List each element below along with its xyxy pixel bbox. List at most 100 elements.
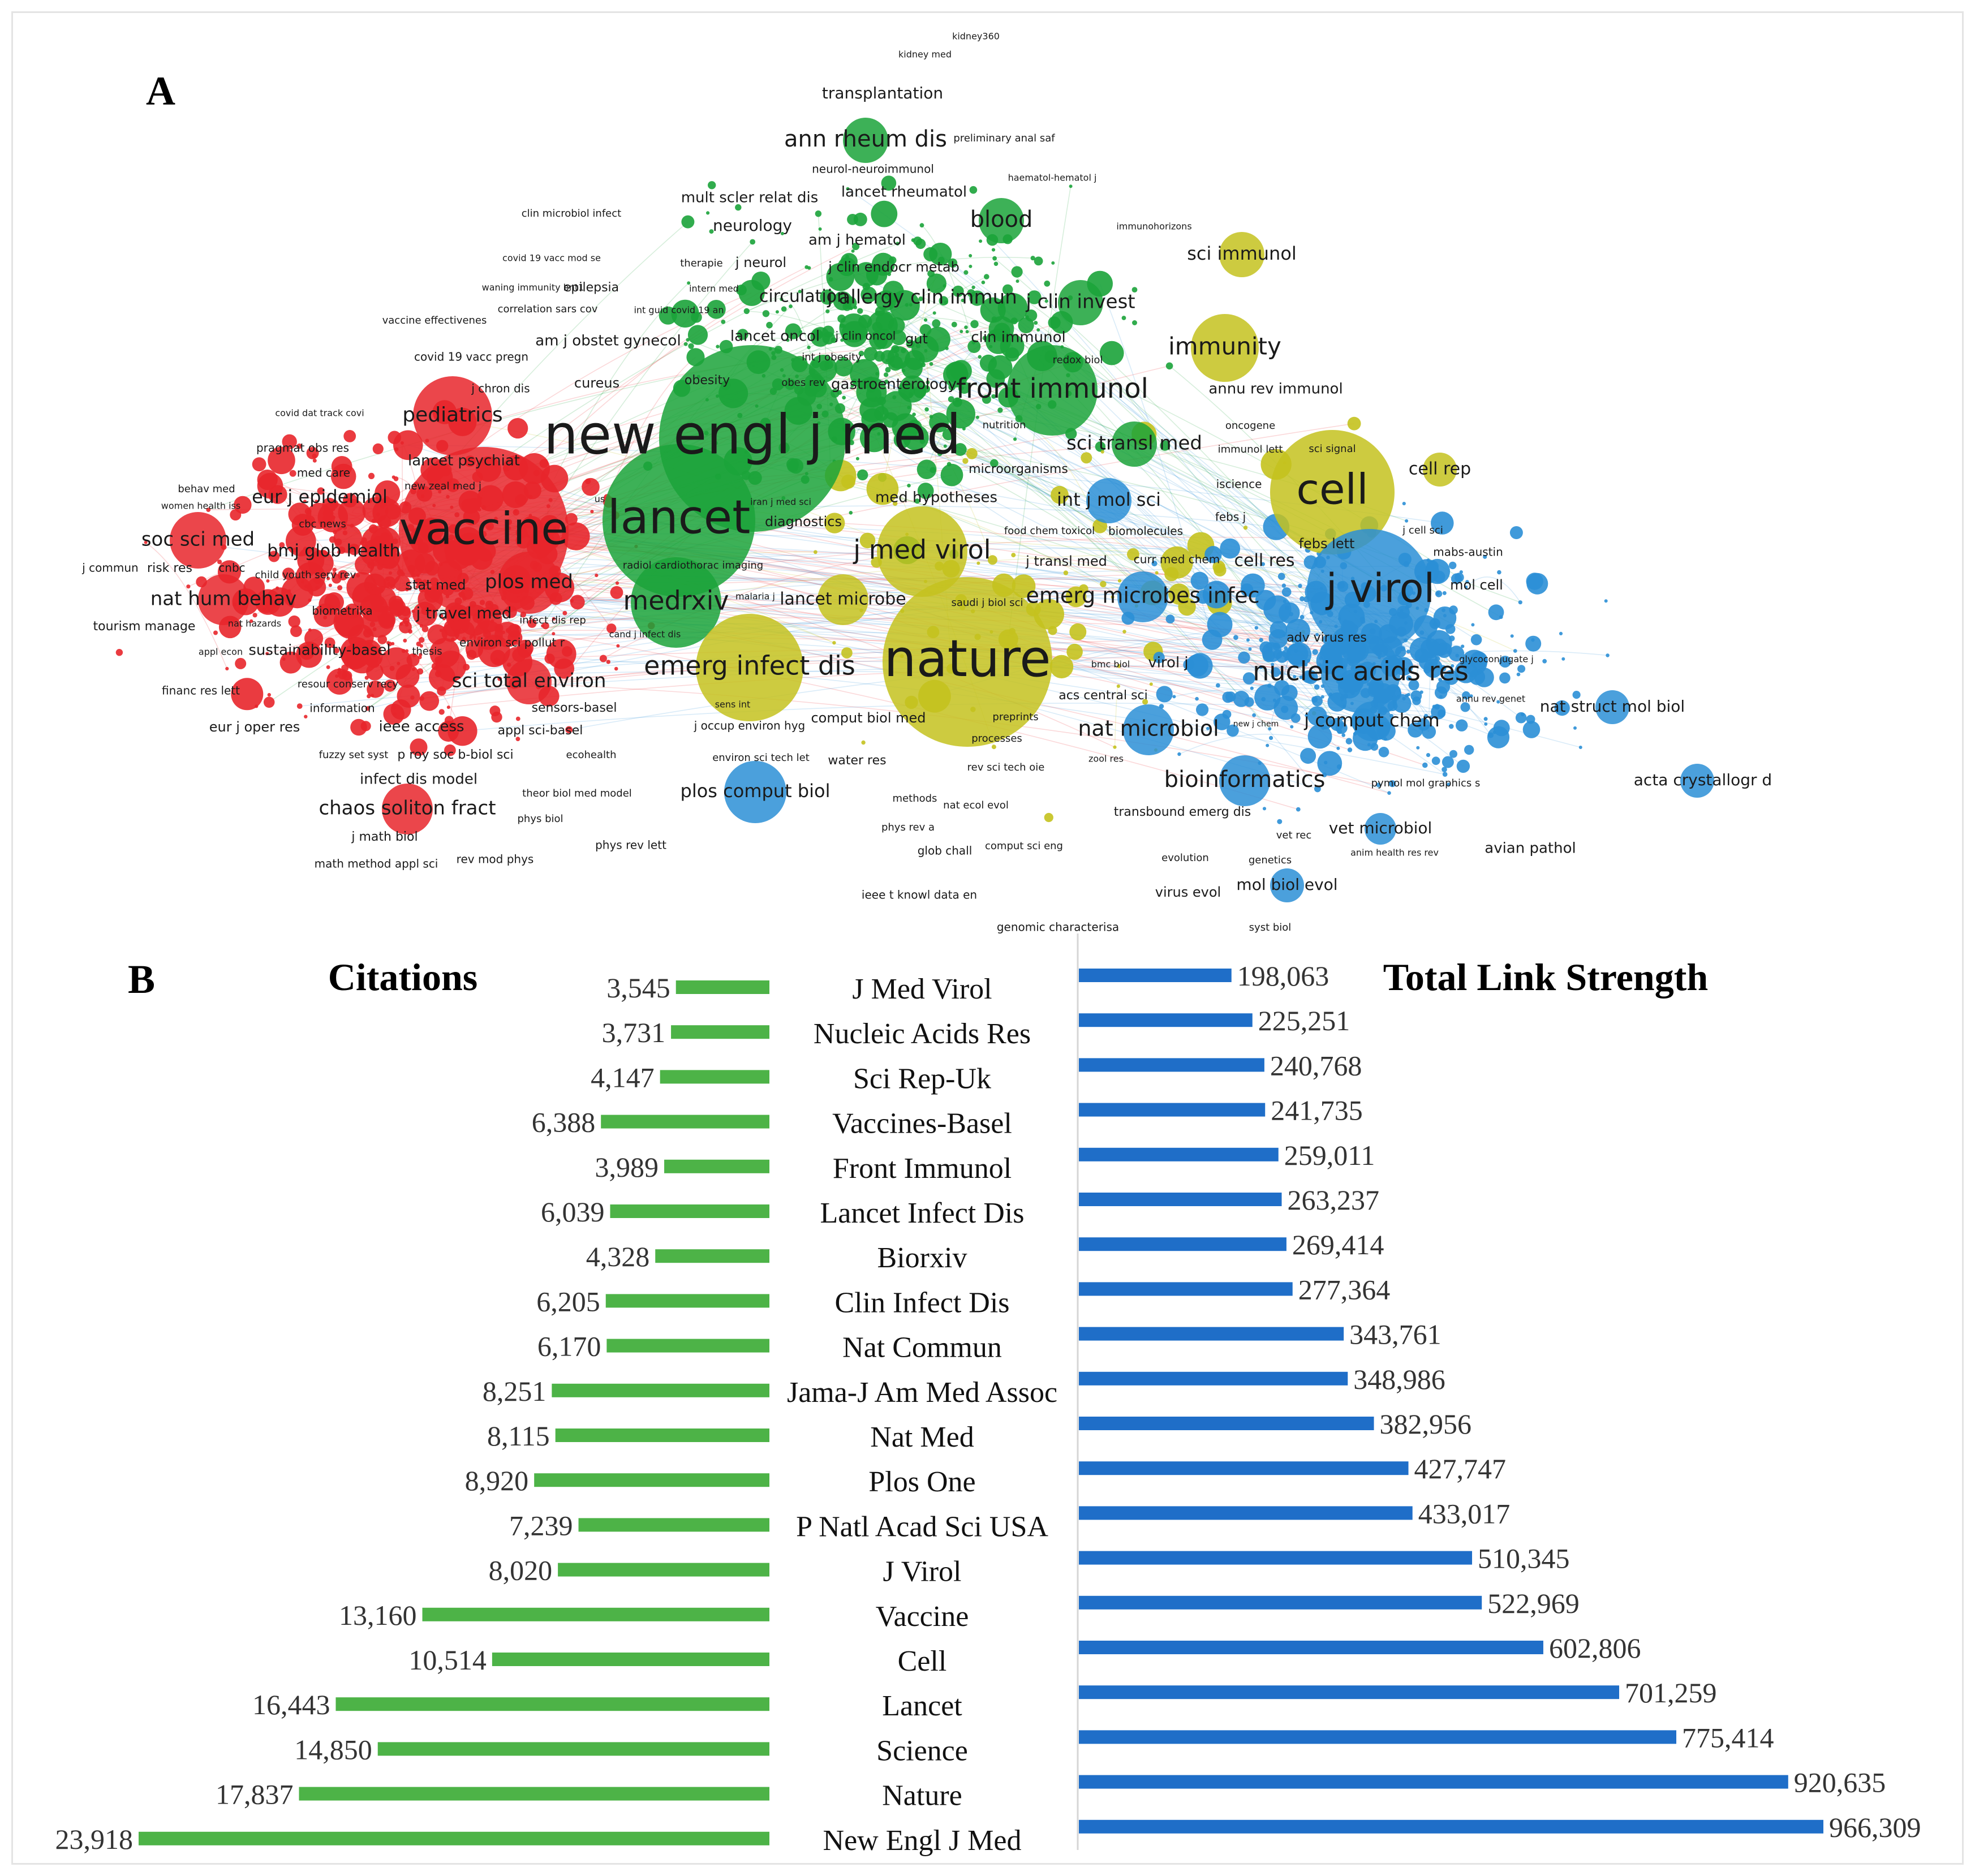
network-label: int j obesity [802,351,862,363]
network-node [497,677,502,681]
network-node [570,595,585,610]
network-node [1044,299,1048,303]
network-hub-node [696,614,803,721]
network-label: biometrika [312,604,372,618]
network-node [814,550,817,554]
network-node [824,513,845,533]
network-node [252,457,266,472]
network-node [1469,694,1473,698]
network-node [1034,256,1043,266]
network-node [853,306,858,309]
network-hub-node [843,118,888,163]
network-label: nature [884,629,1051,689]
network-node [837,315,846,323]
citations-bar [605,1294,769,1308]
network-label: covid 19 vacc pregn [414,350,528,364]
link-strength-bar [1079,1103,1266,1117]
network-label: mol biol evol [1236,875,1337,894]
network-node [883,372,889,377]
network-node [382,617,385,621]
network-node [820,289,836,305]
network-node [962,458,969,464]
network-node [429,664,455,691]
network-node [993,261,999,266]
network-node [1044,812,1053,823]
citations-value-label: 8,251 [483,1375,547,1407]
network-node [1300,614,1305,619]
network-node [392,538,398,544]
network-hub-node [1219,232,1264,277]
network-label: j chron dis [471,382,530,395]
network-label: rev mod phys [457,853,534,866]
network-node [1164,567,1179,582]
network-node [1240,583,1254,596]
network-node [832,641,836,645]
network-edge [405,610,1298,810]
network-node [1069,184,1073,188]
network-node [393,430,423,461]
network-node [285,526,316,557]
network-node [365,706,371,711]
network-node [859,423,889,453]
category-label: Nat Med [870,1421,974,1453]
network-node [1383,737,1387,741]
figure-frame [11,11,1964,1865]
network-node [737,329,748,340]
network-label: cnbc [218,561,245,575]
citations-bar [578,1518,769,1532]
network-node [888,256,897,264]
network-node [1435,590,1443,597]
category-label: J Virol [883,1556,962,1588]
network-label: pymol mol graphics s [1371,777,1481,789]
network-node [1111,595,1115,599]
network-label: fuzzy set syst [319,749,389,761]
network-node [1165,362,1173,370]
network-node [367,694,371,699]
network-node [266,579,270,583]
network-label: comput biol med [811,710,926,726]
link-strength-bar [1079,1641,1543,1654]
network-hub-node [603,444,755,597]
network-label: malaria j [735,591,775,602]
network-node [477,635,510,668]
network-label: j occup environ hyg [694,719,806,733]
network-node [268,446,295,475]
network-node [963,270,969,275]
network-node [1336,764,1342,769]
network-node [372,443,384,455]
network-node [863,347,878,361]
network-node [1312,649,1318,655]
network-node [1142,699,1148,705]
network-label: j virol [1325,565,1435,612]
network-node [988,355,1013,380]
network-node [880,350,895,364]
network-node [781,306,787,312]
network-edge [514,554,1133,636]
network-node [909,303,913,307]
network-label: infect dis model [360,771,477,788]
network-node [365,612,370,616]
citations-bar [555,1428,769,1442]
network-label: therapie [680,257,722,269]
network-node [363,647,383,667]
network-node [1279,602,1300,623]
network-label: lancet rheumatol [841,184,967,201]
network-node [419,691,440,711]
citations-bar [606,1339,769,1353]
network-node [1277,819,1283,824]
citations-value-label: 10,514 [408,1644,487,1676]
network-label: j comput chem [1303,709,1439,731]
network-node [1284,646,1288,651]
network-label: mult scler relat dis [681,190,819,206]
panel-a-letter: A [146,68,175,114]
network-label: covid dat track covi [275,408,364,419]
network-node [252,613,257,618]
network-edge [895,363,1337,627]
network-node [1418,651,1438,671]
network-label: j transl med [1025,553,1107,569]
network-node [1442,756,1454,768]
network-node [324,573,328,577]
citations-bar [492,1653,769,1666]
network-node [861,740,866,745]
network-node [1261,697,1266,702]
